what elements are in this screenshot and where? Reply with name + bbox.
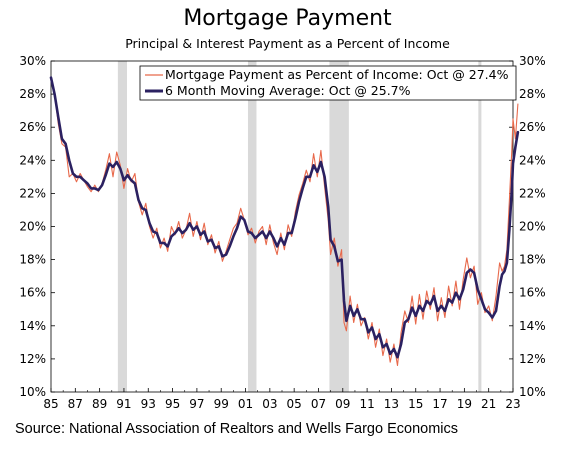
chart-subtitle: Principal & Interest Payment as a Percen… (125, 36, 450, 51)
legend-box (139, 65, 517, 101)
x-tick-label: 93 (141, 397, 156, 411)
x-tick-label: 05 (287, 397, 302, 411)
y-tick-label-left: 18% (19, 253, 46, 267)
y-tick-label-left: 20% (19, 220, 46, 234)
x-tick-label: 17 (432, 397, 447, 411)
y-tick-label-right: 20% (519, 220, 546, 234)
legend-label-avg: 6 Month Moving Average: Oct @ 25.7% (165, 83, 411, 98)
y-tick-label-left: 12% (19, 352, 46, 366)
y-tick-label-right: 28% (519, 87, 546, 101)
recession-band (329, 61, 349, 392)
y-tick-label-left: 26% (19, 120, 46, 134)
x-tick-label: 19 (457, 397, 472, 411)
y-tick-label-right: 12% (519, 352, 546, 366)
recession-bands (117, 61, 482, 392)
x-tick-label: 23 (505, 397, 520, 411)
y-tick-label-right: 26% (519, 120, 546, 134)
x-tick-label: 95 (165, 397, 180, 411)
recession-band (117, 61, 127, 392)
series-line-moving-average (49, 76, 520, 359)
y-tick-label-left: 10% (19, 385, 46, 399)
series-lines (49, 76, 520, 367)
x-tick-label: 97 (189, 397, 204, 411)
recession-band (247, 61, 257, 392)
y-tick-label-right: 16% (519, 286, 546, 300)
x-tick-label: 91 (116, 397, 131, 411)
x-tick-label: 85 (43, 397, 58, 411)
x-tick-label: 15 (408, 397, 423, 411)
y-tick-label-right: 24% (519, 153, 546, 167)
y-axis-left: 10% 12% 14% 16% 18% 20% 22% 24% 26% 28% 30% (19, 54, 55, 399)
legend-label-raw: Mortgage Payment as Percent of Income: O… (165, 67, 509, 82)
y-tick-label-left: 14% (19, 319, 46, 333)
x-tick-label: 01 (238, 397, 253, 411)
x-tick-label: 89 (92, 397, 107, 411)
y-tick-label-left: 22% (19, 186, 46, 200)
chart-title: Mortgage Payment (183, 6, 392, 31)
x-axis: 85 87 89 91 93 95 97 99 01 03 05 07 09 11 13 15 17 19 21 23 (43, 388, 521, 411)
legend: Mortgage Payment as Percent of Income: O… (139, 65, 517, 101)
x-tick-label: 09 (335, 397, 350, 411)
y-tick-label-left: 16% (19, 286, 46, 300)
y-tick-label-right: 18% (519, 253, 546, 267)
y-tick-label-right: 14% (519, 319, 546, 333)
y-tick-label-left: 24% (19, 153, 46, 167)
y-tick-label-left: 28% (19, 87, 46, 101)
x-tick-label: 13 (384, 397, 399, 411)
y-tick-label-right: 30% (519, 54, 546, 68)
source-note: Source: National Association of Realtors… (15, 421, 459, 437)
x-tick-label: 07 (311, 397, 326, 411)
x-tick-label: 03 (262, 397, 277, 411)
y-tick-label-right: 10% (519, 385, 546, 399)
y-tick-label-left: 30% (19, 54, 46, 68)
y-tick-label-right: 22% (519, 186, 546, 200)
x-tick-label: 87 (68, 397, 83, 411)
x-tick-label: 11 (359, 397, 374, 411)
y-axis-right: 10% 12% 14% 16% 18% 20% 22% 24% 26% 28% 30% (509, 54, 546, 399)
x-tick-label: 99 (214, 397, 229, 411)
x-tick-label: 21 (481, 397, 496, 411)
recession-band (478, 61, 482, 392)
